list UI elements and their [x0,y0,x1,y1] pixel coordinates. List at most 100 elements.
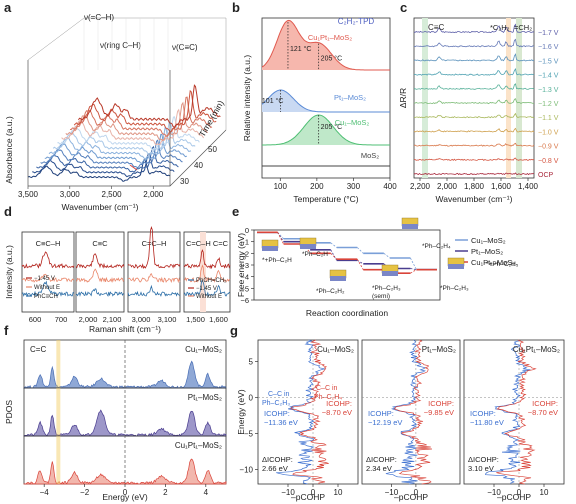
series-line [393,339,433,485]
x-tick-label: −4 [40,488,50,497]
panel-d: C≡C–H 600 700 −1.45 V Without E PhC≡CH C≡C 2,00… [4,225,231,334]
annotation-label: ν(ring C–H) [100,41,141,50]
step-label: *Ph–C₂H₂ [316,288,345,295]
y-tick-label: −2 [240,249,249,258]
peak-label: 121 °C [290,45,311,53]
y-axis-label: Intensity (a.u.) [4,245,14,299]
x-tick-label: 2,200 [410,182,431,191]
dicohp-label: ΔICOHP: [366,455,397,464]
legend-label: Pt₁–MoS₂ [334,93,366,102]
series-line [75,268,125,283]
series-label: Cu₁–MoS₂ [185,345,222,354]
subplot-title: C=C–H C=C [186,239,229,248]
icohp-value: −8.70 eV [528,408,558,417]
panel-f: Cu₁–MoS₂ Pt₁–MoS₂ Cu₁Pt₁–MoS₂ C=C −4 −2 0 2 4 Ene… [4,339,227,502]
panel-label-f: f [4,323,9,338]
connector [357,259,364,265]
y-axis-label: PDOS [4,400,14,424]
y-tick-label: −5 [240,284,249,293]
x-tick-label: 1,500 [186,315,205,324]
potential-label: −1.6 V [538,44,559,51]
panel-g: 5 0 −5 −10 Energy (eV) Cu₁–MoS₂ C–C in Ph–C₂H₃ C… [236,339,565,502]
series-line [78,84,221,129]
series-line [261,19,390,71]
subplot-title: C≡C [92,239,108,248]
legend-label: −1.45 V [196,286,217,292]
x-tick-label: −10 [385,488,399,497]
legend-label: PhC≡CH [34,294,58,300]
z-tick-label: 30 [180,177,189,186]
legend-label: Pt₁–MoS₂ [471,247,503,256]
x-axis-label: Reaction coordination [306,308,388,318]
x-tick-label: 4 [204,488,209,497]
highlight-band [506,18,511,178]
annotation-label: ν(C≡C) [172,43,198,52]
x-tick-label: 3,100 [158,315,177,324]
series-line [413,83,535,90]
highlight-band [516,18,522,178]
step-label: *Ph–C₂H₃ [440,285,469,292]
x-tick-label: −10 [487,488,501,497]
annotation-label: ν(=C–H) [84,13,114,22]
potential-label: −1.5 V [538,58,559,65]
series-line [413,127,535,133]
x-tick-label: 0 [414,488,419,497]
y-tick-label: −5 [244,430,254,439]
series-line [413,38,535,48]
x-tick-label: 600 [29,315,42,324]
x-tick-label: 0 [123,488,128,497]
plot-frame [253,229,441,301]
series-line [127,225,181,270]
series-line [413,157,535,161]
panel-a: 3,500 3,000 2,500 2,000 Wavenumber (cm⁻¹) Abs… [4,13,227,212]
series-line [485,339,531,485]
potential-label: −1.0 V [538,129,559,136]
series-line [413,98,534,105]
bond-label: C–C in [316,385,338,392]
series-line [413,112,535,119]
x-tick-label: 10 [334,488,343,497]
icohp-value: −9.85 eV [424,408,454,417]
series-line [262,114,390,146]
z-axis-label: Time (min) [197,98,226,138]
x-tick-label: 3,500 [18,190,39,199]
bond-label: Ph–C₂H₃ [262,400,290,407]
x-axis-label: Raman shift (cm⁻¹) [89,324,161,334]
step-label: *Ph–C₂H₃ [372,285,401,292]
dicohp-value: 3.10 eV [468,464,494,473]
y-tick-label: −4 [240,273,249,282]
series-line [261,89,390,113]
bond-label: C–C in [268,391,290,398]
subplot-frame [75,231,125,313]
icohp-label: ICOHP: [264,409,290,418]
peak-label: 205 °C [321,123,342,131]
y-tick-label: 0 [245,226,249,235]
x-axis-label: Wavenumber (cm⁻¹) [436,194,513,204]
potential-label: −0.8 V [538,158,559,165]
peak-label: 101 °C [262,97,283,105]
subplot-frame [463,339,565,485]
potential-label: −1.4 V [538,73,559,80]
highlight-band [56,340,61,388]
icohp-value: −8.70 eV [322,408,352,417]
subplot-frame [127,231,181,313]
x-axis-label: Wavenumber (cm⁻¹) [62,202,139,212]
structure-icon [402,224,418,229]
area-fill [262,115,390,145]
arrow [129,164,138,171]
potential-label: −0.9 V [538,144,559,151]
connector [357,247,364,254]
highlight-band [56,388,61,436]
icohp-label: ICOHP: [470,409,496,418]
y-tick-label: 5 [249,358,254,367]
x-axis-label: –pCOHP [291,492,325,502]
area-fill [262,20,390,70]
subplot-frame [21,231,75,313]
connector [383,253,391,259]
x-tick-label: 700 [55,315,68,324]
x-tick-label: 1,600 [491,182,512,191]
series-line [413,68,535,76]
plot-frame [261,17,391,179]
step-label: *Ph–C₂H₄ [422,243,451,250]
icohp-label: ICOHP: [326,399,352,408]
